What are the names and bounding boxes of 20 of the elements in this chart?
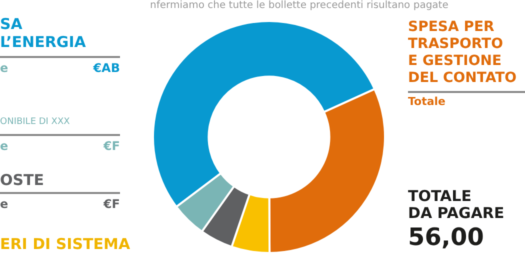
text: e — [0, 139, 10, 154]
text: e — [0, 197, 10, 212]
text: €AB — [92, 61, 120, 76]
text: TRASPORTO — [408, 36, 504, 52]
text: 56,00 — [408, 223, 485, 251]
text: DA PAGARE — [408, 204, 506, 222]
text: e — [0, 61, 10, 76]
text: L’ENERGIA — [0, 33, 87, 51]
text: nfermiamo che tutte le bollette precedenti risultano pagate — [150, 0, 450, 11]
text: SPESA PER — [408, 19, 496, 36]
text: Totale — [408, 95, 447, 108]
text: TOTALE — [408, 187, 472, 205]
text: ERI DI SISTEMA — [0, 235, 132, 253]
text: OSTE — [0, 171, 46, 189]
text: DEL CONTATO — [408, 70, 518, 86]
text: ONIBILE DI XXX — [0, 117, 71, 128]
text: E GESTIONE — [408, 53, 503, 70]
text: SA — [0, 15, 24, 33]
text: €F — [102, 139, 120, 154]
text: €F — [102, 197, 120, 212]
